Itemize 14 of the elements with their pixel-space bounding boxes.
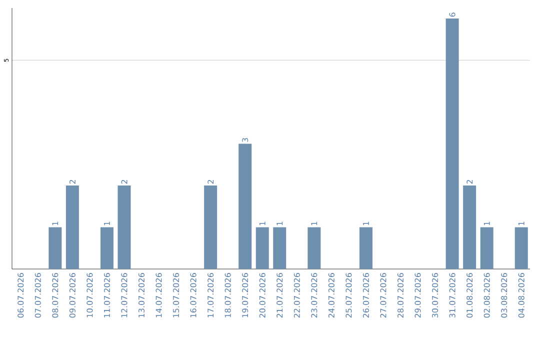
bar xyxy=(48,227,62,269)
bar xyxy=(514,227,528,269)
bar xyxy=(100,227,114,269)
bar xyxy=(308,227,321,269)
bar xyxy=(359,227,372,269)
bar xyxy=(66,185,79,269)
bar xyxy=(463,185,476,269)
bar xyxy=(480,227,494,269)
bar xyxy=(273,227,286,269)
bar xyxy=(446,18,459,269)
bar xyxy=(204,185,218,269)
bar xyxy=(238,144,252,269)
bar xyxy=(118,185,131,269)
bar xyxy=(256,227,269,269)
